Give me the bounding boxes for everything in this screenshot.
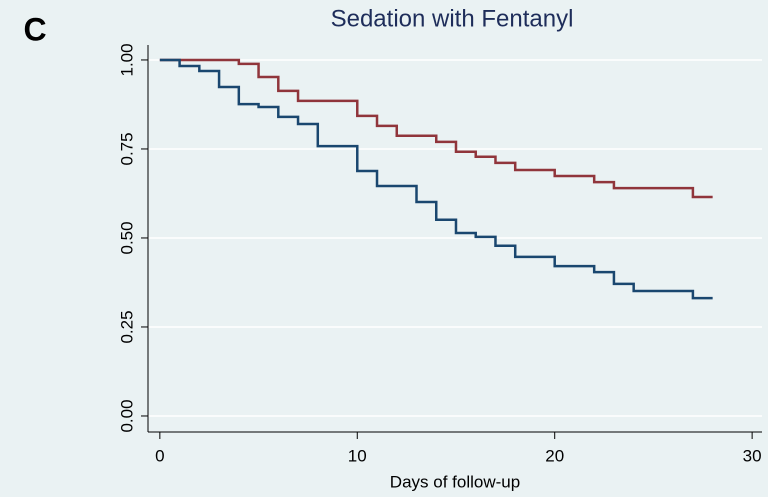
x-tick-label: 30 [743,446,762,465]
x-tick-label: 20 [545,446,564,465]
y-tick-label: 0.25 [117,310,136,343]
x-axis-label: Days of follow-up [390,472,520,491]
x-tick-label: 0 [155,446,164,465]
survival-line [159,58,713,300]
survival-line [159,58,713,199]
x-tick-label: 10 [348,446,367,465]
y-tick-label: 1.00 [117,43,136,76]
y-tick-label: 0.00 [117,399,136,432]
y-tick-label: 0.75 [117,132,136,165]
y-tick-label: 0.50 [117,221,136,254]
panel-label: C [23,11,46,47]
chart-title: Sedation with Fentanyl [331,5,574,32]
